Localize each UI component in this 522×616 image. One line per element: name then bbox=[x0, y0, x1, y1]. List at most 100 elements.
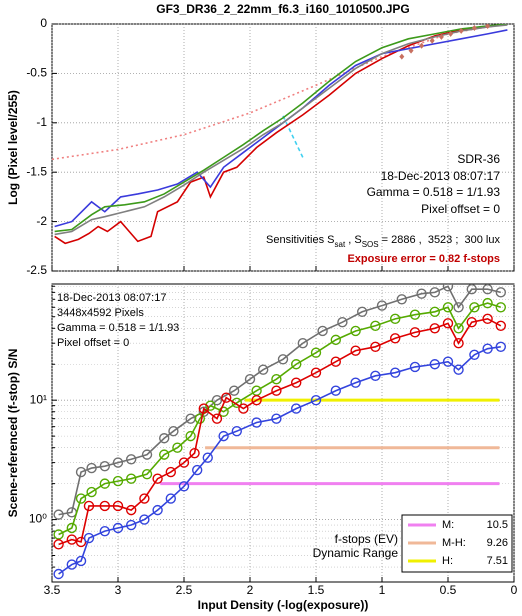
marker bbox=[466, 316, 477, 328]
series-line bbox=[52, 24, 508, 161]
marker bbox=[178, 481, 190, 492]
marker bbox=[75, 466, 87, 478]
marker bbox=[112, 500, 124, 512]
marker bbox=[390, 367, 401, 378]
marker bbox=[211, 394, 223, 406]
x-tick-label: 3 bbox=[115, 583, 122, 597]
marker bbox=[317, 325, 328, 337]
marker bbox=[218, 406, 229, 417]
marker bbox=[390, 333, 401, 344]
marker bbox=[448, 30, 454, 37]
marker bbox=[495, 341, 506, 352]
plot-content bbox=[52, 24, 508, 245]
text-part: = 2886 , 3523 ; 300 lux bbox=[379, 234, 501, 246]
legend-label: M: bbox=[442, 519, 454, 531]
annotation: 18-Dec-2013 08:07:17 bbox=[57, 292, 166, 304]
annotation: 18-Dec-2013 08:07:17 bbox=[381, 169, 501, 183]
marker bbox=[429, 37, 435, 44]
marker bbox=[330, 356, 341, 367]
marker bbox=[271, 373, 282, 385]
marker bbox=[277, 354, 289, 365]
marker bbox=[453, 364, 464, 375]
x-tick-label: 1 bbox=[379, 583, 386, 597]
y-tick-label: -1 bbox=[36, 115, 47, 129]
x-tick-label: 3.5 bbox=[44, 583, 61, 597]
exposure-error: Exposure error = 0.82 f-stops bbox=[347, 253, 500, 265]
marker bbox=[231, 425, 243, 437]
marker bbox=[495, 320, 506, 331]
marker bbox=[185, 430, 196, 442]
y-tick-label: -2 bbox=[36, 214, 47, 228]
marker bbox=[168, 425, 179, 437]
marker bbox=[125, 519, 137, 531]
marker bbox=[469, 302, 480, 313]
marker bbox=[165, 466, 177, 478]
subscript: SOS bbox=[362, 240, 379, 249]
marker bbox=[429, 306, 440, 317]
marker bbox=[291, 359, 302, 370]
marker bbox=[396, 294, 407, 305]
annotation: Gamma = 0.518 = 1/1.93 bbox=[57, 322, 179, 334]
marker bbox=[482, 297, 493, 309]
marker bbox=[152, 473, 163, 484]
marker bbox=[390, 313, 401, 325]
marker bbox=[409, 361, 421, 373]
marker bbox=[218, 430, 229, 442]
marker bbox=[244, 373, 256, 385]
marker bbox=[297, 338, 308, 349]
marker bbox=[469, 349, 480, 360]
marker bbox=[221, 392, 232, 403]
marker bbox=[482, 343, 493, 354]
marker bbox=[409, 309, 421, 320]
marker bbox=[370, 341, 381, 352]
series-line bbox=[54, 29, 508, 228]
marker bbox=[112, 475, 124, 487]
marker bbox=[152, 504, 163, 516]
marker bbox=[429, 323, 440, 334]
plot-content bbox=[53, 284, 506, 580]
marker bbox=[112, 522, 124, 534]
marker bbox=[178, 457, 190, 468]
y-tick-label: -0.5 bbox=[26, 66, 47, 80]
marker bbox=[99, 460, 111, 472]
marker bbox=[350, 377, 361, 388]
annotation: 3448x4592 Pixels bbox=[57, 307, 144, 319]
marker bbox=[66, 559, 78, 570]
marker bbox=[271, 385, 282, 396]
marker bbox=[86, 486, 97, 498]
series-line bbox=[58, 346, 501, 575]
x-axis-label: Input Density (-log(exposure)) bbox=[198, 598, 369, 612]
y-tick-label: -1.5 bbox=[26, 164, 47, 178]
marker bbox=[442, 356, 454, 367]
marker bbox=[191, 464, 203, 476]
marker bbox=[231, 397, 243, 409]
marker bbox=[330, 385, 341, 396]
marker bbox=[370, 320, 381, 331]
annotation: Pixel offset = 0 bbox=[421, 202, 500, 216]
marker bbox=[495, 302, 506, 313]
marker bbox=[125, 504, 137, 516]
marker bbox=[251, 417, 262, 428]
marker bbox=[466, 284, 477, 295]
marker bbox=[99, 500, 111, 512]
marker bbox=[99, 525, 111, 537]
x-tick-label: 2.5 bbox=[176, 583, 193, 597]
marker bbox=[482, 284, 493, 295]
sensitivity-text: Sensitivities Ssat , SSOS = 2886 , 3523 … bbox=[266, 234, 500, 249]
marker bbox=[291, 403, 302, 414]
plot-area bbox=[51, 23, 515, 272]
marker bbox=[416, 288, 427, 299]
marker bbox=[83, 500, 95, 512]
marker bbox=[271, 413, 282, 424]
marker bbox=[125, 454, 137, 465]
y-tick-label: 10¹ bbox=[30, 392, 47, 406]
marker bbox=[429, 287, 440, 298]
marker bbox=[376, 300, 388, 311]
marker bbox=[485, 24, 491, 29]
marker bbox=[139, 493, 150, 504]
marker bbox=[112, 457, 124, 468]
series-line bbox=[58, 285, 501, 516]
y-axis-label: Scene-referenced (f-stop) S/N bbox=[6, 349, 20, 518]
